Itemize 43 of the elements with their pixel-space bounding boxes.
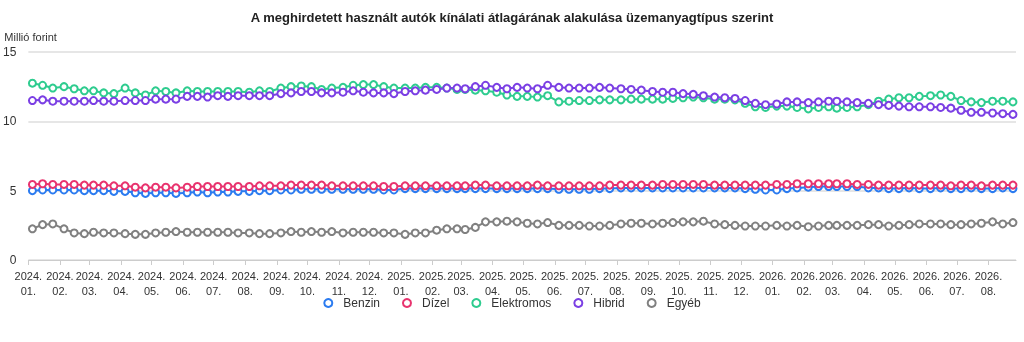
x-tick-label: 2025. 03. <box>447 269 475 297</box>
y-axis-title: Millió forint <box>4 30 57 43</box>
x-tick-label: 2024. 10. <box>293 269 322 297</box>
x-tick-label: 2025. 06. <box>540 269 569 297</box>
x-tick-label: 2026. 01. <box>758 269 787 297</box>
x-tick-label: 2025. 09. <box>634 269 663 297</box>
chart-title: A meghirdetett használt autók kínálati átlagárának alakulása üzemanyagtípus szerint <box>250 10 774 25</box>
y-tick-label: 0 <box>9 253 17 267</box>
x-tick-label: 2025. 11. <box>696 269 725 297</box>
x-tick-label: 2025. 08. <box>603 269 631 297</box>
x-tick-label: 2026. 04. <box>850 269 879 297</box>
legend-label: Hibrid <box>593 296 625 310</box>
y-tick-label: 15 <box>2 45 17 59</box>
x-tick-label: 2024. 01. <box>14 269 43 297</box>
x-tick-label: 2024. 04. <box>107 269 135 297</box>
legend-label: Elektromos <box>491 296 552 310</box>
x-tick-label: 2024. 07. <box>199 269 228 297</box>
x-tick-label: 2025. 04. <box>478 269 507 297</box>
legend-label: Dízel <box>421 296 450 310</box>
x-tick-label: 2024. 09. <box>263 269 291 297</box>
x-tick-label: 2025. 02. <box>418 269 447 297</box>
y-tick-label: 5 <box>9 183 17 198</box>
x-tick-label: 2026. 03. <box>818 269 847 297</box>
x-tick-label: 2024. 02. <box>46 269 74 297</box>
x-tick-label: 2024. 06. <box>169 269 197 297</box>
x-tick-label: 2026. 05. <box>881 269 909 297</box>
x-tick-label: 2026. 02. <box>790 269 818 297</box>
legend-label: Benzin <box>343 296 380 310</box>
x-tick-label: 2024. 12. <box>355 269 384 297</box>
x-tick-label: 2024. 11. <box>325 269 353 297</box>
x-tick-label: 2025. 12. <box>727 269 755 297</box>
x-tick-label: 2025. 05. <box>509 269 537 297</box>
x-tick-label: 2024. 03. <box>75 269 104 297</box>
x-tick-label: 2026. 08. <box>974 269 1003 297</box>
x-tick-label: 2025. 10. <box>665 269 693 297</box>
x-tick-label: 2025. 01. <box>387 269 415 297</box>
x-tick-label: 2024. 08. <box>231 269 259 297</box>
x-tick-label: 2024. 05. <box>137 269 166 297</box>
legend-label: Egyéb <box>666 296 702 310</box>
x-tick-label: 2026. 06. <box>912 269 941 297</box>
x-tick-label: 2025. 07. <box>571 269 600 297</box>
y-tick-label: 10 <box>2 114 17 129</box>
x-tick-label: 2026. 07. <box>943 269 971 297</box>
